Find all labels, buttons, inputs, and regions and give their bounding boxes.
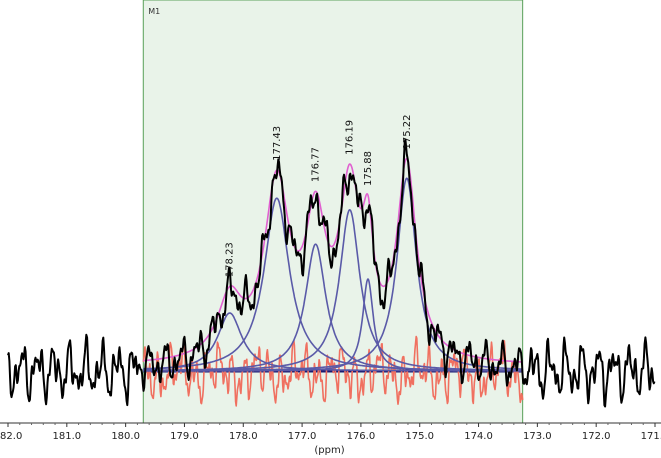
peak-labels: 178.23 177.43 176.77 176.19 175.88 175.22 xyxy=(225,114,413,277)
x-tick-label-2: 181.0 xyxy=(52,431,81,442)
spectrum-curves xyxy=(7,138,656,408)
x-tick-label-5: 178.0 xyxy=(229,431,258,442)
x-tick-label-12: 171.0 xyxy=(641,431,661,442)
fit-region-label: M1 xyxy=(148,7,160,16)
x-tick-label-10: 173.0 xyxy=(523,431,552,442)
peak-label-2: 177.43 xyxy=(272,126,283,161)
x-tick-label-9: 174.0 xyxy=(464,431,493,442)
x-axis-title: (ppm) xyxy=(314,445,344,456)
x-tick-label-7: 176.0 xyxy=(347,431,376,442)
x-tick-label-6: 177.0 xyxy=(288,431,317,442)
peak-label-1: 178.23 xyxy=(225,242,236,277)
x-tick-label-1: 182.0 xyxy=(0,431,22,442)
peak-label-3: 176.77 xyxy=(311,147,322,182)
peak-label-6: 175.22 xyxy=(402,114,413,149)
peak-label-5: 175.88 xyxy=(363,151,374,186)
x-axis: (ppm) 182.0 181.0 180.0 179.0 178.0 177.0 176.… xyxy=(0,422,661,456)
x-tick-label-8: 175.0 xyxy=(405,431,434,442)
component-curve-6 xyxy=(143,177,523,372)
x-tick-label-3: 180.0 xyxy=(111,431,140,442)
peak-label-4: 176.19 xyxy=(345,120,356,155)
experimental-spectrum-curve xyxy=(7,138,656,408)
x-tick-label-11: 172.0 xyxy=(582,431,611,442)
x-tick-label-4: 179.0 xyxy=(170,431,199,442)
